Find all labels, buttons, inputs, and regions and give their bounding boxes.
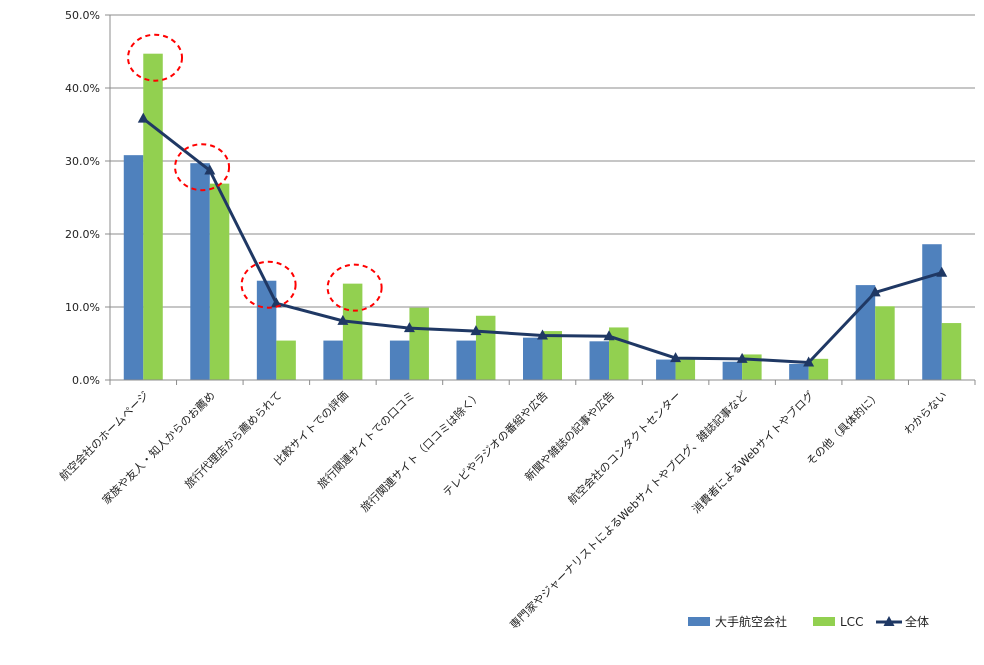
bar xyxy=(722,361,743,380)
legend: 大手航空会社 LCC 全体 xyxy=(688,614,929,629)
bar xyxy=(609,327,629,380)
line-marker xyxy=(670,352,682,363)
category-label: 航空会社のコンタクトセンター xyxy=(565,388,684,507)
line-marker xyxy=(869,286,881,297)
bar xyxy=(656,359,676,380)
legend-label: 大手航空会社 xyxy=(715,614,787,629)
category-label: 消費者によるWebサイトやブログ xyxy=(689,388,817,516)
category-label: 専門家やジャーナリストによるWebサイトやブログ、雑誌記事など xyxy=(507,388,750,631)
line-marker xyxy=(137,112,149,123)
category-label: 家族や友人・知人からのお薦め xyxy=(99,388,218,507)
legend-label: 全体 xyxy=(905,614,929,629)
bar xyxy=(542,331,562,380)
y-axis-ticks: 0.0% 10.0% 20.0% 30.0% 40.0% 50.0% xyxy=(65,9,100,387)
highlight-circle xyxy=(127,33,184,82)
line-marker xyxy=(537,329,548,340)
line-marker xyxy=(403,322,415,333)
bar xyxy=(276,340,296,380)
highlight-circles xyxy=(127,33,383,312)
bar xyxy=(875,306,895,380)
bar xyxy=(342,283,363,380)
legend-swatch xyxy=(688,617,710,626)
y-tick-label: 50.0% xyxy=(65,9,100,22)
line-marker xyxy=(204,164,216,175)
bar xyxy=(209,183,230,380)
y-tick-label: 30.0% xyxy=(65,155,100,168)
line-marker xyxy=(337,314,349,325)
y-tick-label: 0.0% xyxy=(72,374,100,387)
line-marker xyxy=(803,356,815,367)
line-marker xyxy=(603,330,615,341)
bar xyxy=(323,340,343,380)
y-tick-label: 20.0% xyxy=(65,228,100,241)
bar xyxy=(143,53,163,380)
bar xyxy=(456,340,476,380)
category-labels: 航空会社のホームページ家族や友人・知人からのお薦め旅行代理店から薦められて比較サ… xyxy=(56,388,950,631)
legend-marker xyxy=(883,616,895,626)
bar xyxy=(808,358,829,380)
highlight-circle xyxy=(240,260,297,309)
y-tick-label: 40.0% xyxy=(65,82,100,95)
bar xyxy=(922,244,942,380)
line-marker xyxy=(736,352,748,363)
bar xyxy=(190,163,210,380)
y-tick-label: 10.0% xyxy=(65,301,100,314)
bar xyxy=(389,340,410,380)
line-marker xyxy=(936,266,948,277)
line-marker xyxy=(470,325,482,336)
bar xyxy=(941,323,962,380)
line-series xyxy=(137,112,948,367)
category-label: その他（具体的に） xyxy=(803,388,883,468)
legend-label: LCC xyxy=(840,615,863,629)
bar xyxy=(675,358,696,380)
highlight-circle xyxy=(174,143,231,192)
axes xyxy=(105,14,976,385)
bar xyxy=(589,341,610,380)
category-label: わからない xyxy=(902,389,950,437)
bar xyxy=(475,315,496,380)
category-label: 比較サイトでの評価 xyxy=(271,388,351,468)
legend-swatch xyxy=(813,617,835,626)
bar xyxy=(123,155,144,380)
highlight-circle xyxy=(326,263,383,312)
bars xyxy=(123,53,962,380)
bar xyxy=(789,363,809,380)
bar xyxy=(855,285,876,380)
bar xyxy=(523,337,543,380)
category-label: 旅行関連サイト（口コミは除く） xyxy=(358,388,485,515)
bar xyxy=(256,280,277,380)
bar xyxy=(409,307,429,380)
